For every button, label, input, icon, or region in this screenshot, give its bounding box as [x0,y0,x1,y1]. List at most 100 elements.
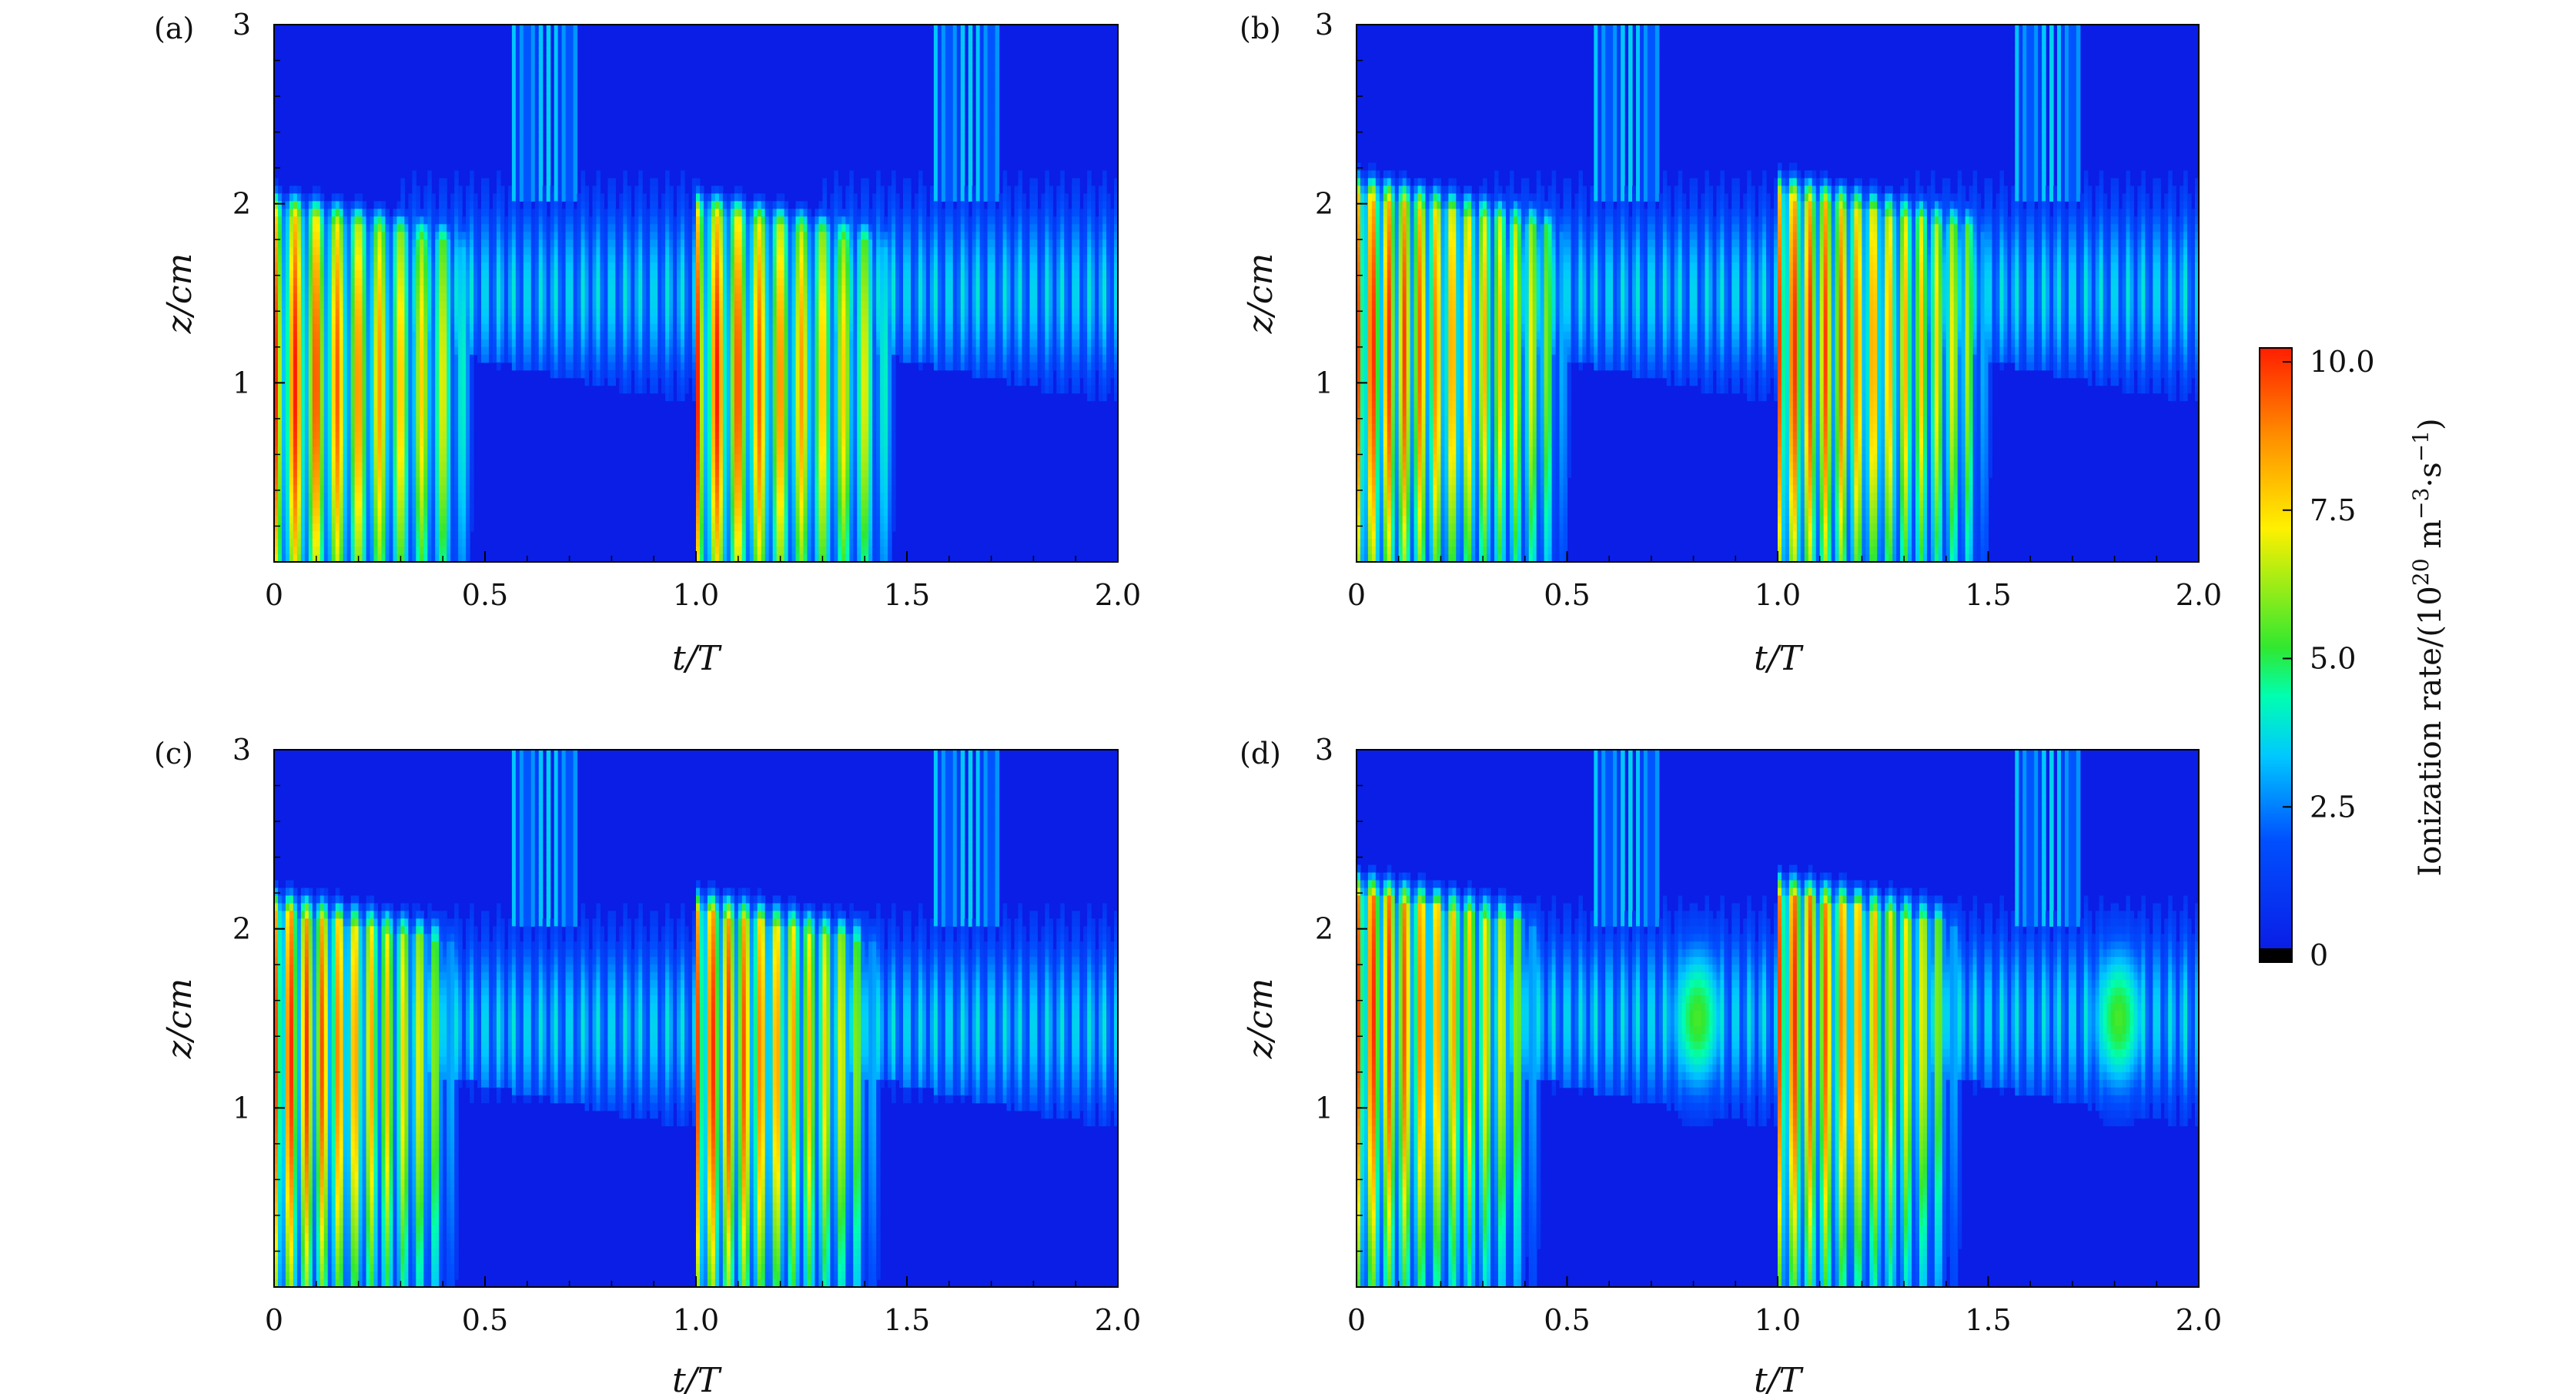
heat-cell [746,431,751,440]
heat-cell [320,547,325,555]
heat-cell [562,117,567,125]
heat-cell [297,316,302,325]
heat-cell [355,232,360,240]
heat-cell [554,363,559,371]
heat-cell [381,439,386,447]
heat-cell [420,247,424,256]
heat-cell [466,485,470,493]
heat-cell [313,470,317,478]
heat-cell [320,531,325,540]
heat-cell [485,201,490,209]
heat-cell [711,247,716,256]
heat-cell [754,446,758,455]
heat-cell [477,278,482,286]
heat-cell [704,262,708,271]
heat-cell [596,255,601,263]
heat-cell [313,339,317,348]
heat-cell [347,309,352,317]
heat-cell [305,462,309,470]
heat-cell [423,332,428,340]
heat-cell [700,462,704,470]
heat-cell [286,193,290,202]
heat-cell [500,239,505,248]
heat-cell [708,485,712,493]
heat-cell [750,262,754,271]
heat-cell [305,278,309,286]
heat-cell [611,255,616,263]
heat-cell [570,178,574,186]
heat-cell [466,378,470,386]
heat-cell [370,363,375,371]
heat-cell [454,232,459,240]
heat-cell [657,286,662,294]
heat-cell [634,370,639,379]
heat-cell [396,500,401,509]
heat-cell [454,439,459,447]
heat-cell [458,416,463,425]
heat-cell [309,278,313,286]
heat-cell [477,339,482,348]
heat-cell [731,446,735,455]
heat-cell [400,309,405,317]
heat-cell [423,247,428,256]
heat-cell [520,162,524,171]
heat-cell [431,239,436,248]
heat-cell [500,193,505,202]
heat-cell [389,216,393,225]
heat-cell [458,462,463,470]
heat-cell [592,347,597,356]
heat-cell [688,278,693,286]
heat-cell [570,109,574,118]
heat-cell [309,301,313,309]
heat-cell [570,209,574,217]
heat-cell [286,439,290,447]
heat-cell [500,324,505,333]
heat-cell [700,409,704,417]
heat-cell [435,416,440,425]
heat-cell [374,332,379,340]
heat-cell [431,316,436,325]
heat-cell [638,355,643,363]
heat-cell [363,516,367,524]
heat-cell [313,508,317,516]
heat-cell [286,201,290,209]
heat-cell [577,363,582,371]
heat-cell [604,209,608,217]
heat-cell [286,431,290,440]
heat-cell [734,262,739,271]
heat-cell [309,355,313,363]
heat-cell [447,324,451,333]
heat-cell [646,239,651,248]
heat-cell [297,531,302,540]
heat-cell [516,71,520,79]
heat-cell [458,363,463,371]
heat-cell [550,239,555,248]
heat-cell [447,477,451,486]
heat-cell [366,224,371,232]
heat-cell [623,386,627,394]
heat-cell [738,409,743,417]
heat-cell [592,316,597,325]
heat-cell [293,370,298,379]
heat-cell [527,278,532,286]
heat-cell [558,239,563,248]
heat-cell [427,500,432,509]
heat-cell [585,309,590,317]
heat-cell [607,301,612,309]
heat-cell [286,393,290,402]
heat-cell [443,209,447,217]
heat-cell [351,278,356,286]
heat-cell [408,508,413,516]
heat-cell [554,216,559,225]
heat-cell [524,117,528,125]
heat-cell [293,477,298,486]
heat-cell [731,470,735,478]
heat-cell [638,193,643,202]
heat-cell [562,301,567,309]
heat-cell [669,316,674,325]
heat-cell [378,247,383,256]
heat-cell [389,523,393,532]
heat-cell [577,332,582,340]
heat-cell [282,454,286,463]
heat-cell [458,508,463,516]
